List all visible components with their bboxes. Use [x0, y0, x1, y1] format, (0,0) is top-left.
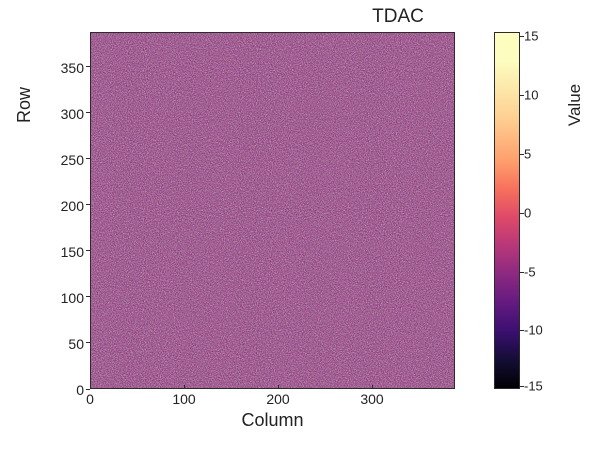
y-tick-350: 350 [38, 60, 84, 76]
colorbar-tick-neg5: -5 [524, 265, 536, 280]
chart-title: TDAC [88, 6, 600, 28]
x-tick-300: 300 [352, 391, 392, 407]
colorbar-tick-neg15: -15 [524, 379, 543, 394]
x-tick-100: 100 [164, 391, 204, 407]
y-tick-300: 300 [38, 106, 84, 122]
chart-container: TDAC [0, 0, 600, 450]
colorbar-tick-neg10: -10 [524, 323, 543, 338]
y-axis-label: Row [14, 65, 35, 145]
x-tick-0: 0 [70, 391, 110, 407]
colorbar-axis-label: Value [565, 65, 585, 145]
colorbar-tick-15: 15 [524, 29, 538, 44]
colorbar[interactable] [494, 32, 520, 389]
heatmap-noise-image [91, 33, 454, 388]
y-tick-250: 250 [38, 152, 84, 168]
heatmap-plot-area [90, 32, 455, 389]
y-tick-150: 150 [38, 244, 84, 260]
y-tick-50: 50 [38, 336, 84, 352]
x-axis-label: Column [90, 410, 455, 431]
x-tick-200: 200 [258, 391, 298, 407]
colorbar-tick-0: 0 [524, 206, 531, 221]
colorbar-tick-5: 5 [524, 147, 531, 162]
colorbar-tick-10: 10 [524, 88, 538, 103]
y-tick-100: 100 [38, 290, 84, 306]
y-tick-200: 200 [38, 198, 84, 214]
colorbar-gradient [495, 33, 519, 388]
